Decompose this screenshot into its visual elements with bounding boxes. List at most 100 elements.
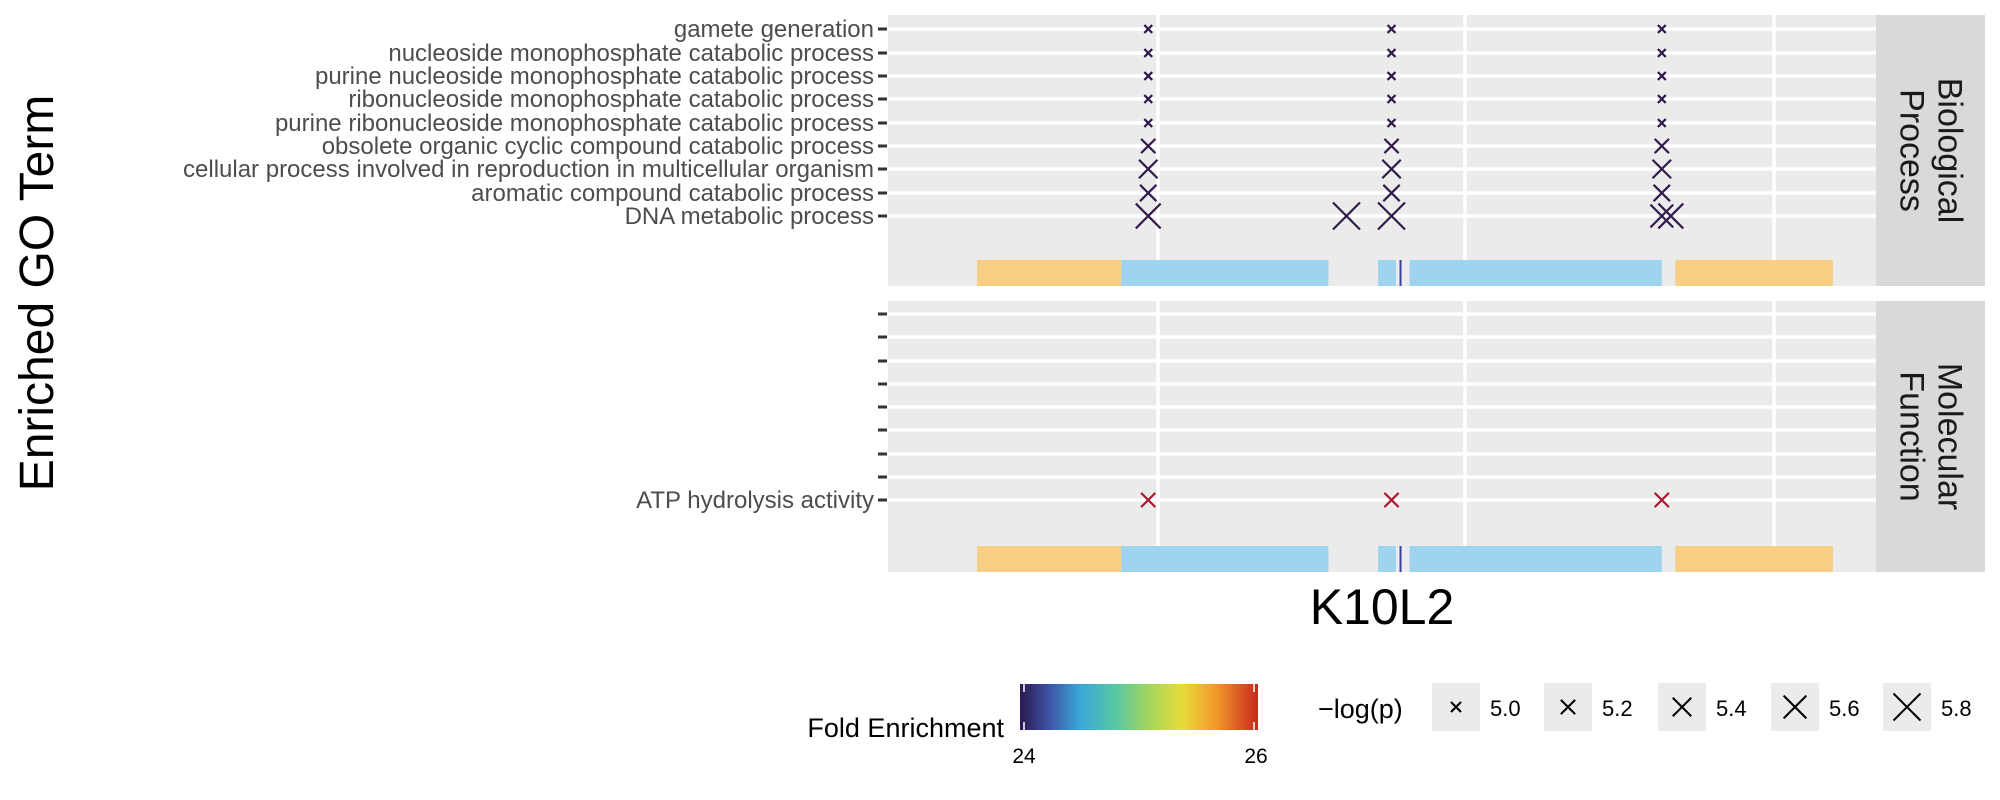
y-tick-label: nucleoside monophosphate catabolic proce…	[388, 40, 874, 67]
size-legend-label: 5.0	[1490, 696, 1521, 721]
cross-stroke	[1143, 24, 1153, 34]
point-cross	[1143, 48, 1153, 58]
point-cross	[1657, 48, 1667, 58]
point-cross	[1657, 118, 1667, 128]
point-cross	[1381, 158, 1402, 180]
facet-strip	[1876, 301, 1985, 572]
point-cross	[1657, 24, 1667, 34]
point-cross	[1649, 203, 1674, 229]
x-axis-title: K10L2	[1310, 579, 1455, 635]
cross-stroke	[1653, 492, 1670, 508]
point-cross	[1657, 94, 1667, 104]
y-tick-label: purine nucleoside monophosphate cataboli…	[315, 63, 874, 90]
size-legend-label: 5.6	[1829, 696, 1860, 721]
point-cross	[1657, 71, 1667, 81]
cross-stroke	[1386, 118, 1397, 128]
domain-segment	[977, 260, 1122, 286]
point-cross	[1143, 71, 1153, 81]
y-tick-label: ATP hydrolysis activity	[636, 487, 874, 514]
cross-stroke	[1382, 184, 1401, 202]
y-tick-label: obsolete organic cyclic compound catabol…	[322, 133, 874, 160]
size-legend-cross	[1782, 694, 1808, 720]
color-legend-tick-min: 24	[1012, 745, 1036, 768]
cross-stroke	[1135, 202, 1162, 230]
cross-stroke	[1383, 138, 1400, 154]
size-legend-cross	[1450, 701, 1462, 713]
point-cross	[1653, 492, 1670, 508]
color-legend-bar	[1020, 684, 1258, 730]
cross-stroke	[1332, 201, 1361, 231]
y-tick-label: ribonucleoside monophosphate catabolic p…	[348, 86, 874, 113]
domain-segment	[1121, 546, 1329, 572]
cross-stroke	[1143, 48, 1153, 58]
point-cross	[1143, 118, 1153, 128]
domain-segment	[1377, 546, 1397, 572]
domain-segment	[1377, 260, 1397, 286]
cross-stroke	[1657, 24, 1667, 34]
point-cross	[1383, 138, 1400, 154]
cross-stroke	[1653, 138, 1670, 154]
point-cross	[1377, 201, 1406, 231]
point-cross	[1382, 184, 1401, 202]
domain-segment	[1409, 260, 1662, 286]
cross-stroke	[1652, 184, 1671, 202]
cross-stroke	[1140, 492, 1157, 508]
cross-stroke	[1386, 48, 1397, 58]
facet-strip-label: BiologicalProcess	[1893, 78, 1969, 224]
point-cross	[1653, 138, 1670, 154]
legend: Fold Enrichment 24 26 −log(p) 5.0 5.2 5.4 5…	[807, 683, 1972, 768]
cross-stroke	[1138, 158, 1159, 180]
point-cross	[1140, 138, 1157, 154]
point-cross	[1143, 94, 1153, 104]
cross-stroke	[1657, 48, 1667, 58]
point-cross	[1386, 48, 1397, 58]
size-legend-cross	[1892, 692, 1922, 722]
cross-stroke	[1657, 118, 1667, 128]
facet-panel	[888, 301, 1876, 572]
cross-stroke	[1386, 24, 1397, 34]
cross-stroke	[1649, 203, 1674, 229]
cross-stroke	[1386, 71, 1397, 81]
cross-stroke	[1143, 71, 1153, 81]
point-cross	[1135, 202, 1162, 230]
y-tick-label: aromatic compound catabolic process	[471, 180, 874, 207]
facet-panel	[888, 15, 1876, 286]
color-legend-title: Fold Enrichment	[807, 713, 1004, 743]
size-legend-label: 5.4	[1716, 696, 1747, 721]
point-cross	[1386, 24, 1397, 34]
cross-stroke	[1651, 158, 1672, 180]
point-cross	[1386, 94, 1397, 104]
y-tick-label: DNA metabolic process	[625, 203, 874, 230]
data-points	[1135, 24, 1685, 508]
cross-stroke	[1386, 94, 1397, 104]
cross-stroke	[1657, 94, 1667, 104]
point-cross	[1651, 158, 1672, 180]
domain-segment	[1675, 260, 1833, 286]
cross-stroke	[1139, 184, 1158, 202]
color-legend-tick-max: 26	[1244, 745, 1267, 768]
y-tick-label: purine ribonucleoside monophosphate cata…	[275, 110, 874, 137]
cross-stroke	[1383, 492, 1400, 508]
point-cross	[1657, 202, 1685, 230]
y-tick-label: gamete generation	[674, 16, 874, 43]
point-cross	[1138, 158, 1159, 180]
size-legend-cross	[1672, 697, 1692, 717]
point-cross	[1386, 71, 1397, 81]
cross-stroke	[1377, 201, 1406, 231]
point-cross	[1652, 184, 1671, 202]
point-cross	[1139, 184, 1158, 202]
domain-segment	[1675, 546, 1833, 572]
point-cross	[1332, 201, 1361, 231]
size-legend-cross	[1560, 699, 1576, 715]
size-legend-label: 5.2	[1602, 696, 1633, 721]
cross-stroke	[1381, 158, 1402, 180]
cross-stroke	[1657, 202, 1685, 230]
point-cross	[1386, 118, 1397, 128]
cross-stroke	[1657, 71, 1667, 81]
facet-strip-label: MolecularFunction	[1893, 363, 1969, 510]
size-legend-keys: 5.0 5.2 5.4 5.6 5.8	[1432, 683, 1972, 731]
y-axis-title: Enriched GO Term	[11, 95, 64, 492]
point-cross	[1140, 492, 1157, 508]
